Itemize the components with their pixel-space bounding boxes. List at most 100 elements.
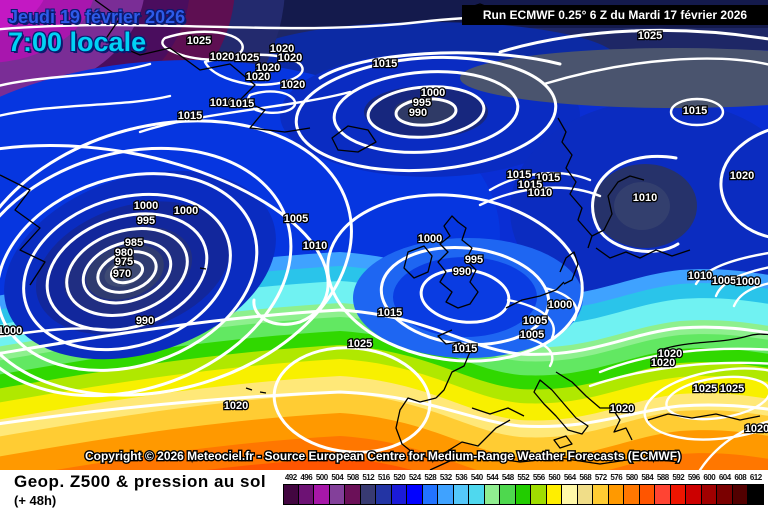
scale-cell: 612 [748, 473, 764, 505]
legend-title: Geop. Z500 & pression au sol [14, 472, 267, 491]
pressure-label: 995 [137, 215, 155, 227]
legend-bar: Geop. Z500 & pression au sol (+ 48h) 492… [0, 470, 768, 512]
pressure-label: 1020 [658, 348, 682, 360]
scale-cell: 604 [717, 473, 733, 505]
pressure-label: 1020 [651, 357, 675, 369]
copyright-text: Copyright © 2026 Meteociel.fr - Source E… [85, 449, 681, 463]
pressure-label: 980 [115, 247, 133, 259]
pressure-label: 990 [453, 266, 471, 278]
scale-cell: 528 [422, 473, 438, 505]
model-run-info: Run ECMWF 0.25° 6 Z du Mardi 17 février … [462, 5, 768, 25]
pressure-label: 1025 [693, 383, 717, 395]
pressure-label: 1005 [523, 315, 547, 327]
scale-cell: 608 [732, 473, 748, 505]
pressure-label: 975 [115, 256, 133, 268]
pressure-label: 990 [409, 107, 427, 119]
scale-cell: 572 [593, 473, 609, 505]
pressure-label: 1015 [453, 343, 477, 355]
pressure-label: 1000 [421, 87, 445, 99]
isobar-contours [0, 13, 768, 470]
pressure-label: 1020 [256, 62, 280, 74]
pressure-label: 1015 [536, 172, 560, 184]
pressure-label: 1020 [210, 51, 234, 63]
scale-cell: 532 [438, 473, 454, 505]
coastlines [0, 0, 768, 470]
pressure-label: 1000 [548, 299, 572, 311]
pressure-label: 995 [465, 254, 483, 266]
scale-cell: 540 [469, 473, 485, 505]
scale-cell: 524 [407, 473, 423, 505]
scale-cell: 568 [577, 473, 593, 505]
pressure-label: 1020 [278, 52, 302, 64]
scale-cell: 576 [608, 473, 624, 505]
pressure-label: 1010 [633, 192, 657, 204]
scale-cell: 496 [298, 473, 314, 505]
pressure-label: 995 [413, 97, 431, 109]
scale-cell: 520 [391, 473, 407, 505]
pressure-label: 1015 [683, 105, 707, 117]
scale-cell: 584 [639, 473, 655, 505]
pressure-label: 970 [113, 268, 131, 280]
pressure-label: 1015 [518, 179, 542, 191]
color-scale: 492 496 500 504 508 512 516 520 524 528 532 536 540 5… [283, 473, 764, 505]
pressure-label: 1015 [178, 110, 202, 122]
pressure-label: 1025 [235, 52, 259, 64]
forecast-hour: (+ 48h) [14, 493, 57, 508]
scale-cell: 544 [484, 473, 500, 505]
scale-cell: 596 [686, 473, 702, 505]
pressure-label: 985 [125, 237, 143, 249]
pressure-label: 1020 [730, 170, 754, 182]
pressure-label: 990 [136, 315, 154, 327]
pressure-label: 1020 [610, 403, 634, 415]
map-canvas: 1025 1020 1020 1025 1020 1020 1020 1020 1010 1015… [0, 0, 768, 470]
pressure-label: 1015 [507, 169, 531, 181]
pressure-label: 1010 [688, 270, 712, 282]
scale-cell: 504 [329, 473, 345, 505]
scale-cell: 512 [360, 473, 376, 505]
scale-cell: 560 [546, 473, 562, 505]
scale-cell: 500 [314, 473, 330, 505]
pressure-label: 1025 [187, 35, 211, 47]
scale-cell: 600 [701, 473, 717, 505]
scale-cell: 580 [624, 473, 640, 505]
pressure-label: 1000 [418, 233, 442, 245]
pressure-label: 1020 [270, 43, 294, 55]
scale-cell: 516 [376, 473, 392, 505]
forecast-date: Jeudi 19 février 2026 [8, 7, 186, 27]
pressure-label: 1020 [246, 71, 270, 83]
scale-cell: 552 [515, 473, 531, 505]
pressure-label: 1015 [230, 98, 254, 110]
pressure-label: 1005 [712, 275, 736, 287]
pressure-label: 1010 [528, 187, 552, 199]
pressure-label: 1000 [0, 325, 22, 337]
pressure-label: 1000 [736, 276, 760, 288]
scale-cell: 508 [345, 473, 361, 505]
scale-cell: 588 [655, 473, 671, 505]
pressure-label: 1000 [134, 200, 158, 212]
scale-cell: 548 [500, 473, 516, 505]
pressure-field [0, 0, 768, 470]
scale-cell: 556 [531, 473, 547, 505]
pressure-label: 1025 [720, 383, 744, 395]
pressure-label: 1015 [373, 58, 397, 70]
forecast-local-time: 7:00 locale [8, 26, 147, 57]
pressure-label: 1020 [224, 400, 248, 412]
pressure-label: 1015 [378, 307, 402, 319]
scale-cell: 564 [562, 473, 578, 505]
pressure-label: 1025 [638, 30, 662, 42]
scale-cell: 592 [670, 473, 686, 505]
pressure-label: 1010 [303, 240, 327, 252]
scale-cell: 492 [283, 473, 299, 505]
pressure-label: 1005 [520, 329, 544, 341]
pressure-label: 1020 [281, 79, 305, 91]
pressure-label: 1010 [210, 97, 234, 109]
pressure-label: 1000 [174, 205, 198, 217]
forecast-date-block: Jeudi 19 février 2026 7:00 locale [8, 7, 186, 57]
scale-cell: 536 [453, 473, 469, 505]
pressure-label: 1025 [348, 338, 372, 350]
pressure-label: 1005 [284, 213, 308, 225]
pressure-label: 1020 [745, 423, 768, 435]
